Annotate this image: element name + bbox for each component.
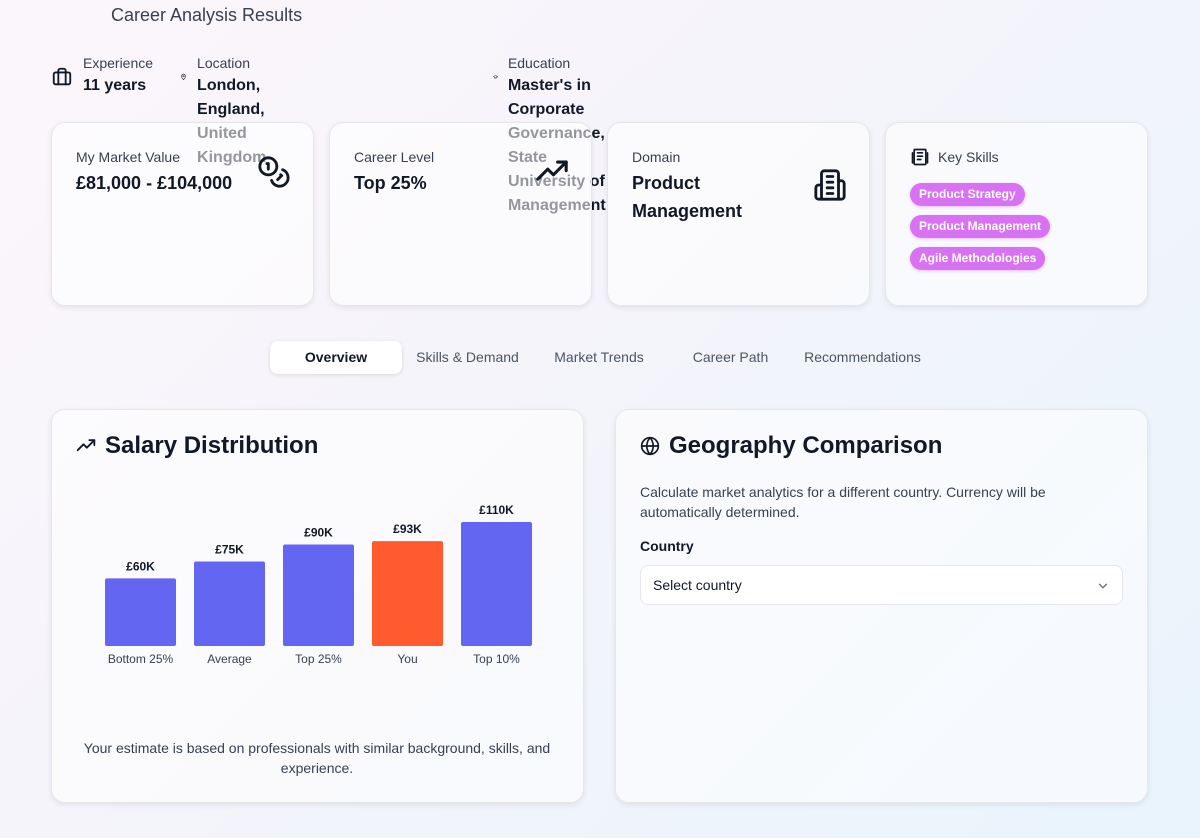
market-value-card: My Market Value £81,000 - £104,000 — [51, 122, 314, 306]
bar-bottom-25 — [105, 578, 176, 646]
domain-label: Domain — [632, 149, 681, 165]
bar-value-label: £110K — [479, 503, 514, 517]
bar-value-label: £60K — [126, 559, 155, 573]
page-title: Career Analysis Results — [111, 5, 303, 25]
category-label: Top 10% — [473, 652, 520, 666]
category-label: Top 25% — [295, 652, 342, 666]
trending-up-icon — [536, 160, 568, 181]
bar-average — [194, 561, 265, 646]
market-value-value: £81,000 - £104,000 — [76, 173, 233, 193]
location-label: Location — [197, 55, 250, 71]
country-select-value: Select country — [653, 577, 742, 593]
domain-card: Domain Product Management — [607, 122, 870, 306]
coins-icon — [258, 156, 290, 188]
graduation-cap-icon — [493, 75, 498, 79]
key-skills-card: Key Skills Product Strategy Product Mana… — [885, 122, 1148, 306]
experience-meta: Experience 11 years — [51, 54, 153, 98]
briefcase-icon — [52, 67, 72, 86]
skill-badge: Agile Methodologies — [910, 247, 1046, 270]
tab-career-path[interactable]: Career Path — [692, 349, 769, 365]
salary-panel-title: Salary Distribution — [76, 432, 318, 460]
experience-label: Experience — [83, 55, 154, 71]
bar-value-label: £93K — [393, 522, 422, 536]
bar-top-25 — [283, 544, 354, 646]
skill-badge: Product Management — [910, 215, 1051, 238]
domain-value: Product Management — [632, 173, 743, 221]
career-level-value: Top 25% — [354, 173, 427, 193]
chevron-down-icon — [1098, 583, 1108, 589]
tab-overview[interactable]: Overview — [270, 341, 402, 374]
market-value-label: My Market Value — [76, 149, 180, 165]
salary-title: Salary Distribution — [105, 432, 319, 459]
bar-value-label: £75K — [215, 542, 244, 556]
key-skills-header: Key Skills — [910, 147, 999, 167]
geography-title: Geography Comparison — [669, 432, 943, 459]
globe-icon — [640, 436, 660, 456]
bar-you — [372, 541, 443, 646]
geography-panel-title: Geography Comparison — [640, 432, 942, 460]
education-label: Education — [507, 55, 571, 71]
career-level-label: Career Level — [354, 149, 435, 165]
tab-market-trends[interactable]: Market Trends — [554, 349, 644, 365]
tab-recommendations[interactable]: Recommendations — [804, 349, 921, 365]
country-select[interactable]: Select country — [640, 565, 1123, 605]
salary-bar-chart: £60K Bottom 25% £75K Average £90K Top 25% £93K… — [105, 503, 532, 666]
building-icon — [814, 169, 846, 201]
geography-comparison-panel: Geography Comparison Calculate market an… — [615, 409, 1148, 803]
geography-description: Calculate market analytics for a differe… — [640, 484, 1046, 520]
trending-up-icon — [76, 439, 96, 452]
country-label: Country — [640, 538, 694, 554]
category-label: Average — [207, 652, 252, 666]
experience-value: 11 years — [83, 77, 147, 94]
category-label: Bottom 25% — [108, 652, 174, 666]
bar-top-10 — [461, 522, 532, 646]
book-icon — [911, 148, 929, 166]
map-pin-icon — [181, 73, 186, 80]
career-level-card: Career Level Top 25% — [329, 122, 592, 306]
tab-skills-demand[interactable]: Skills & Demand — [416, 349, 519, 365]
bar-value-label: £90K — [304, 526, 333, 540]
salary-note: Your estimate is based on professionals … — [83, 740, 551, 776]
salary-distribution-panel: Salary Distribution £60K Bottom 25% £75K Av… — [51, 409, 584, 803]
category-label: You — [397, 652, 417, 666]
key-skills-label: Key Skills — [938, 149, 999, 165]
skill-badge: Product Strategy — [910, 183, 1025, 206]
